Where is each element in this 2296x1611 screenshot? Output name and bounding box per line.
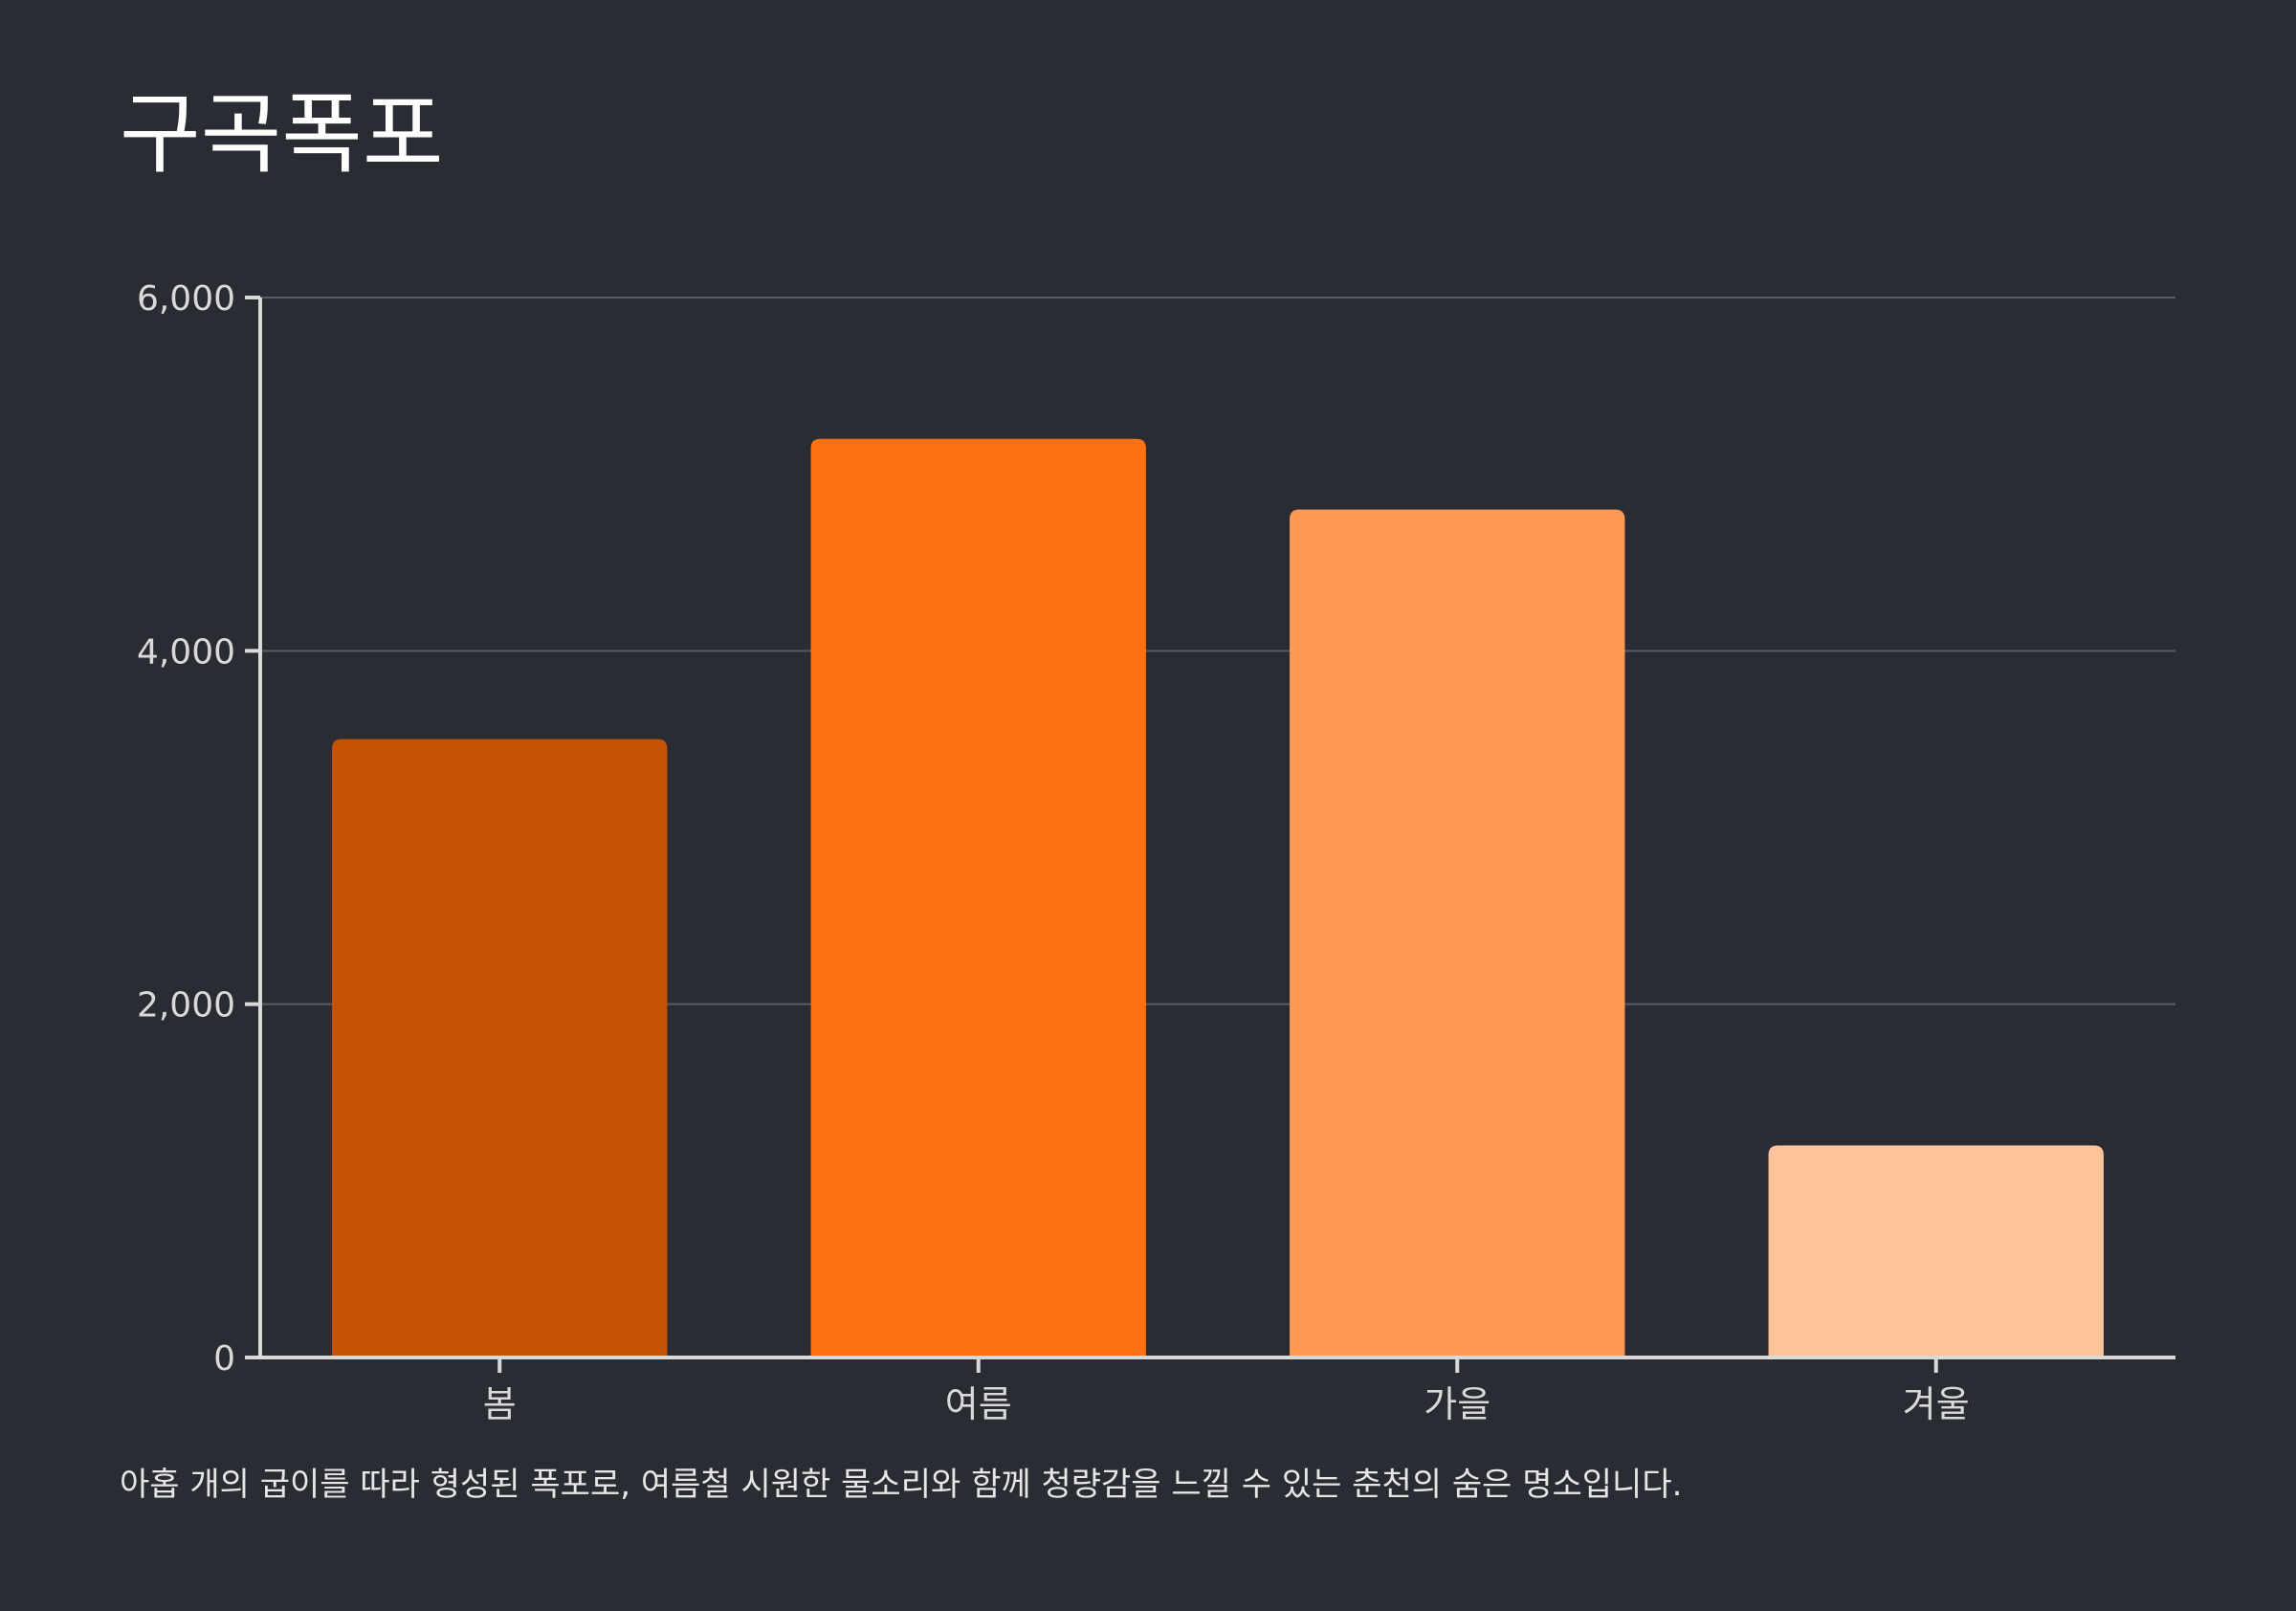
chart-caption: 아홉 개의 굽이를 따라 형성된 폭포로, 여름철 시원한 물소리와 함께 청량… [120, 1466, 1683, 1504]
x-tick-label: 봄 [483, 1383, 517, 1425]
x-tick-label: 가을 [1424, 1383, 1490, 1425]
bar [1290, 509, 1625, 1357]
x-tick-label: 겨울 [1903, 1383, 1970, 1425]
tick-labels: 0 2,000 4,000 6,000 봄 여름 가을 겨울 [137, 279, 1970, 1425]
bars [332, 438, 2104, 1357]
chart-title: 구곡폭포 [120, 83, 444, 186]
bar [810, 438, 1146, 1357]
x-tick-label: 여름 [945, 1383, 1012, 1425]
bar [332, 739, 668, 1357]
y-tick-label: 2,000 [137, 986, 235, 1026]
y-tick-label: 4,000 [137, 632, 235, 672]
axes [245, 296, 2175, 1373]
y-tick-label: 6,000 [137, 279, 235, 319]
y-tick-label: 0 [213, 1339, 235, 1379]
bar [1768, 1145, 2104, 1357]
